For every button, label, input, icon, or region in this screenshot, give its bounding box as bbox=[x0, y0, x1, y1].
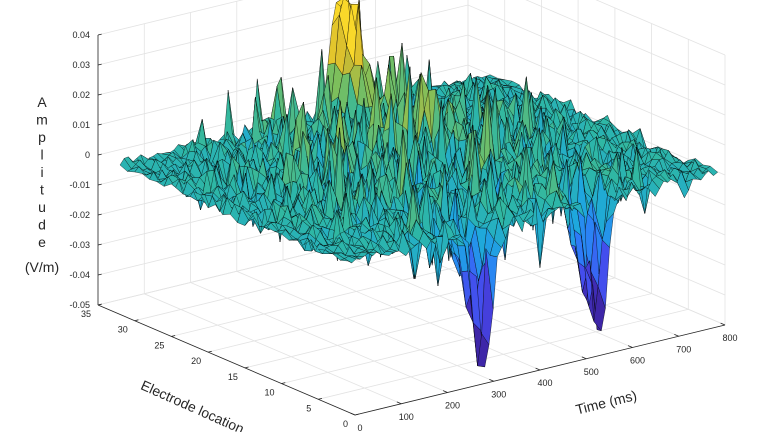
z-axis-label-char: d bbox=[38, 217, 46, 233]
x-tick-mark bbox=[627, 345, 633, 348]
y-tick-mark bbox=[171, 335, 176, 337]
z-tick-label: 0.04 bbox=[72, 30, 90, 40]
y-tick-labels: 0 5 10 15 20 25 30 35 bbox=[81, 309, 348, 429]
y-tick-mark bbox=[244, 366, 249, 369]
grid-line bbox=[97, 0, 726, 86]
z-tick-label: -0.05 bbox=[69, 300, 90, 310]
z-tick-labels: -0.05 -0.04 -0.03 -0.02 -0.01 0 0.01 0.0… bbox=[69, 30, 90, 310]
z-tick-label: 0.02 bbox=[72, 90, 90, 100]
x-tick-label: 0 bbox=[357, 423, 362, 432]
z-tick-label: -0.02 bbox=[69, 210, 90, 220]
x-tick-mark bbox=[720, 322, 726, 326]
z-tick-mark bbox=[97, 183, 102, 186]
z-tick-mark bbox=[97, 123, 102, 126]
y-tick-mark bbox=[281, 382, 286, 384]
y-tick-mark bbox=[134, 319, 139, 322]
z-tick-mark bbox=[97, 213, 102, 216]
y-tick-mark bbox=[208, 350, 212, 353]
y-axis-label: Electrode location bbox=[138, 377, 246, 432]
z-axis-label-char: i bbox=[40, 164, 43, 180]
z-tick-label: 0 bbox=[85, 150, 90, 160]
z-axis-label-char: A bbox=[37, 94, 47, 110]
z-tick-mark bbox=[97, 63, 102, 66]
z-tick-label: -0.01 bbox=[69, 180, 90, 190]
x-tick-label: 800 bbox=[722, 333, 737, 343]
z-axis-label-char: l bbox=[40, 147, 43, 163]
grid-line bbox=[97, 4, 726, 116]
z-axis-label-char: p bbox=[38, 129, 46, 145]
x-tick-labels: 0 100 200 300 400 500 600 700 800 bbox=[357, 333, 737, 432]
z-axis-label-char: m bbox=[36, 112, 48, 128]
x-tick-mark bbox=[489, 378, 494, 382]
x-tick-mark bbox=[350, 412, 356, 416]
y-axis-line bbox=[97, 304, 356, 416]
x-tick-mark bbox=[535, 367, 541, 371]
y-tick-label: 20 bbox=[191, 356, 201, 366]
grid-line bbox=[97, 34, 726, 146]
y-tick-mark bbox=[318, 397, 323, 400]
y-tick-label: 0 bbox=[343, 419, 348, 429]
x-tick-mark bbox=[581, 356, 587, 360]
y-tick-label: 15 bbox=[228, 372, 238, 382]
grid-line bbox=[97, 0, 726, 56]
z-tick-mark bbox=[97, 273, 102, 276]
x-tick-label: 600 bbox=[630, 356, 645, 366]
z-tick-label: 0.03 bbox=[72, 60, 90, 70]
z-axis-label-char: u bbox=[38, 199, 46, 215]
x-tick-label: 700 bbox=[676, 344, 691, 354]
x-tick-label: 200 bbox=[445, 401, 460, 411]
y-tick-label: 10 bbox=[265, 388, 275, 398]
x-tick-label: 500 bbox=[584, 367, 599, 377]
y-tick-label: 30 bbox=[118, 325, 128, 335]
y-tick-mark bbox=[354, 413, 359, 416]
z-tick-mark bbox=[97, 243, 102, 246]
x-axis-label: Time (ms) bbox=[574, 387, 638, 418]
y-tick-label: 5 bbox=[306, 403, 311, 413]
x-tick-label: 400 bbox=[537, 378, 552, 388]
x-tick-label: 100 bbox=[399, 412, 414, 422]
x-tick-mark bbox=[396, 401, 402, 405]
z-tick-mark bbox=[97, 93, 102, 96]
z-tick-label: -0.03 bbox=[69, 240, 90, 250]
x-tick-mark bbox=[674, 333, 679, 337]
z-axis-label-char: t bbox=[40, 182, 44, 198]
z-tick-mark bbox=[97, 303, 102, 306]
y-tick-label: 35 bbox=[81, 309, 91, 319]
surface-mesh bbox=[119, 0, 718, 368]
y-tick-label: 25 bbox=[154, 340, 164, 350]
z-tick-mark bbox=[97, 33, 102, 36]
x-tick-label: 300 bbox=[491, 389, 506, 399]
x-tick-mark bbox=[442, 390, 448, 393]
z-tick-label: -0.04 bbox=[69, 270, 90, 280]
z-tick-mark bbox=[97, 153, 102, 156]
z-axis-label-char: e bbox=[38, 234, 46, 250]
z-axis-unit: (V/m) bbox=[25, 259, 59, 275]
z-tick-label: 0.01 bbox=[72, 120, 90, 130]
surface-face bbox=[706, 166, 718, 176]
